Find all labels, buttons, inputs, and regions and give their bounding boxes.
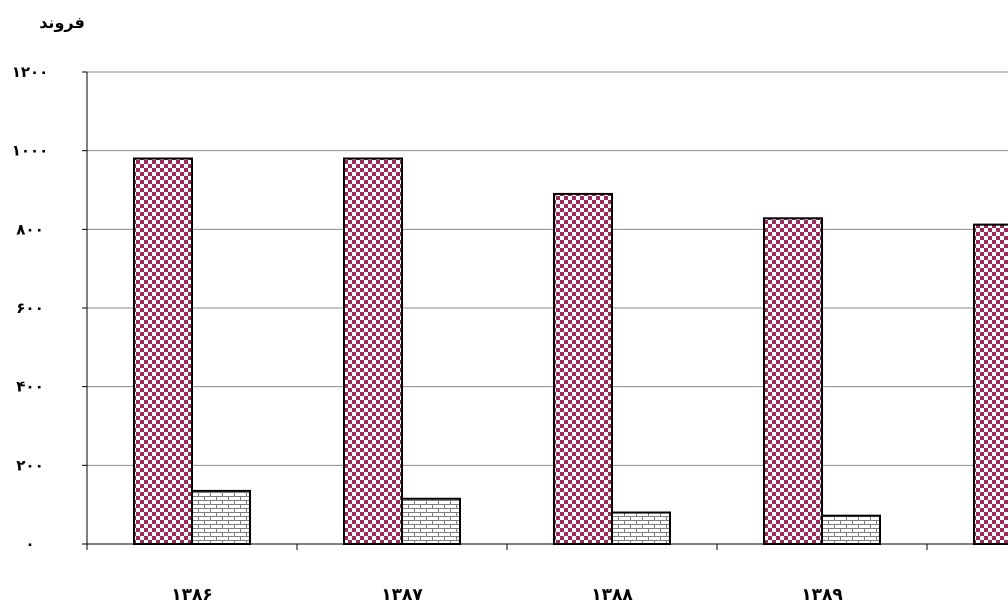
y-axis-title: فروند: [39, 13, 85, 32]
bar-brick: [191, 489, 251, 545]
y-tick-label: ۲۰۰: [16, 456, 43, 474]
y-tick-label: ۱۰۰۰: [12, 142, 49, 160]
x-category-label: ۱۳۸۸: [591, 585, 633, 605]
y-tick-label: ۴۰۰: [16, 378, 43, 396]
bar-checker: [133, 157, 193, 546]
x-category-label: ۱۳۸۹: [801, 585, 843, 605]
bars: [133, 157, 1008, 546]
labels: ۰ ۲۰۰ ۴۰۰ ۶۰۰ ۸۰۰ ۱۰۰۰ ۱۲۰۰ ۱۳۸۶ ۱۳۸۷ ۱۳۸۸ ۱۳۸۹: [12, 63, 844, 605]
bar-brick: [611, 511, 671, 545]
y-tick-label: ۰: [25, 535, 34, 553]
gridlines: [87, 71, 1008, 466]
bar-checker: [553, 192, 613, 546]
x-category-label: ۱۳۸۶: [171, 585, 213, 605]
bar-checker: [763, 217, 823, 545]
x-category-label: ۱۳۸۷: [381, 585, 423, 605]
y-tick-label: ۶۰۰: [16, 299, 43, 317]
bar-brick: [821, 514, 881, 545]
bar-brick: [401, 497, 461, 545]
y-tick-label: ۱۲۰۰: [12, 63, 49, 81]
bar-checker: [343, 157, 403, 546]
y-tick-label: ۸۰۰: [16, 220, 43, 238]
bar-checker: [973, 223, 1008, 545]
axes: [82, 71, 1008, 550]
